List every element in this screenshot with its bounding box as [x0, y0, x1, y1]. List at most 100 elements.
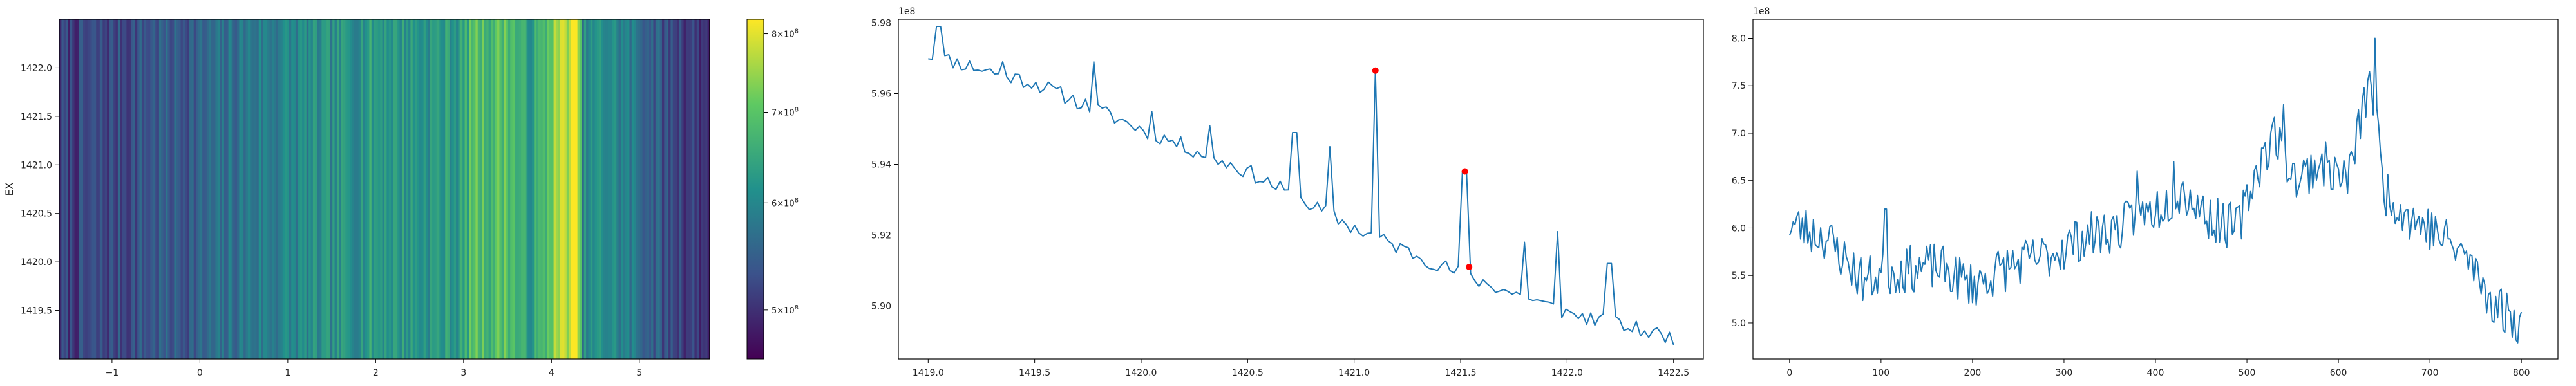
x-tick-label: 2 — [373, 368, 379, 378]
heatmap-cell — [356, 19, 359, 359]
heatmap-cell — [104, 19, 108, 359]
heatmap-cell — [518, 19, 522, 359]
y-tick-label: 1420.5 — [21, 209, 52, 219]
heatmap-cell — [506, 19, 509, 359]
heatmap-cell — [228, 19, 231, 359]
heatmap-cell — [319, 19, 322, 359]
heatmap-cell — [61, 19, 64, 359]
heatmap-cell — [696, 19, 699, 359]
heatmap-cell — [545, 19, 548, 359]
y-tick-label: 7.5 — [1732, 81, 1746, 91]
heatmap-cell — [278, 19, 281, 359]
heatmap-cell — [542, 19, 545, 359]
heatmap-cell — [391, 19, 394, 359]
heatmap-cell — [612, 19, 615, 359]
heatmap-cell — [445, 19, 448, 359]
heatmap-cell — [74, 19, 77, 359]
heatmap-cell — [223, 19, 227, 359]
line2-y-ticks: 5.0 5.5 6.0 6.5 7.0 7.5 8.0 — [1732, 33, 1753, 329]
heatmap-cell — [167, 19, 171, 359]
line1-markers — [1372, 67, 1473, 270]
heatmap-cell — [586, 19, 589, 359]
heatmap-cell — [226, 19, 229, 359]
heatmap-cell — [627, 19, 630, 359]
heatmap-cell — [291, 19, 294, 359]
line2-frame — [1752, 19, 2559, 360]
heatmap-cell — [653, 19, 656, 359]
heatmap-cell — [486, 19, 489, 359]
heatmap-cell — [100, 19, 103, 359]
heatmap-cell — [269, 19, 272, 359]
heatmap-cell — [352, 19, 355, 359]
x-tick-label: 100 — [1872, 368, 1889, 378]
heatmap-cell — [252, 19, 255, 359]
heatmap-cell — [634, 19, 637, 359]
heatmap-columns — [59, 19, 710, 359]
heatmap-cell — [187, 19, 190, 359]
heatmap-cell — [421, 19, 424, 359]
heatmap-cell — [282, 19, 285, 359]
heatmap-cell — [237, 19, 240, 359]
heatmap-cell — [640, 19, 643, 359]
heatmap-cell — [158, 19, 162, 359]
heatmap-cell — [464, 19, 468, 359]
x-tick-label: 300 — [2056, 368, 2073, 378]
line1-x-ticks: 1419.0 1419.5 1420.0 1420.5 1421.0 1421.5 1422… — [913, 359, 1689, 378]
line2-x-ticks: 0 100 200 300 400 500 600 700 800 — [1786, 359, 2530, 378]
heatmap-cell — [664, 19, 667, 359]
heatmap-cell — [191, 19, 194, 359]
heatmap-cell — [631, 19, 634, 359]
y-tick-label: 5.90 — [871, 302, 891, 312]
heatmap-cell — [558, 19, 561, 359]
heatmap-cell — [614, 19, 617, 359]
heatmap-cell — [534, 19, 537, 359]
heatmap-cell — [241, 19, 244, 359]
heatmap-cell — [128, 19, 131, 359]
heatmap-cell — [115, 19, 118, 359]
heatmap-x-ticks: −1 0 1 2 3 4 5 — [106, 359, 642, 378]
heatmap-cell — [690, 19, 693, 359]
heatmap-cell — [196, 19, 199, 359]
heatmap-cell — [666, 19, 669, 359]
heatmap-cell — [625, 19, 628, 359]
heatmap-cell — [155, 19, 158, 359]
heatmap-cell — [547, 19, 550, 359]
heatmap-cell — [285, 19, 288, 359]
heatmap-cell — [258, 19, 261, 359]
heatmap-cell — [330, 19, 333, 359]
heatmap-cell — [536, 19, 539, 359]
highlight-marker — [1372, 67, 1379, 74]
heatmap-cell — [592, 19, 596, 359]
heatmap-cell — [304, 19, 307, 359]
heatmap-cell — [679, 19, 682, 359]
y-tick-label: 1420.0 — [21, 257, 52, 268]
heatmap-cell — [200, 19, 203, 359]
heatmap-cell — [176, 19, 179, 359]
heatmap-cell — [620, 19, 623, 359]
heatmap-cell — [213, 19, 216, 359]
heatmap-cell — [299, 19, 303, 359]
heatmap-cell — [102, 19, 106, 359]
heatmap-cell — [670, 19, 674, 359]
heatmap-cell — [629, 19, 632, 359]
heatmap-cell — [488, 19, 491, 359]
heatmap-cell — [645, 19, 647, 359]
heatmap-cell — [401, 19, 404, 359]
heatmap-cell — [386, 19, 390, 359]
heatmap-cell — [516, 19, 520, 359]
highlight-marker — [1466, 264, 1473, 270]
heatmap-cell — [96, 19, 99, 359]
heatmap-cell — [98, 19, 101, 359]
heatmap-cell — [172, 19, 175, 359]
heatmap-cell — [588, 19, 591, 359]
colorbar-tick-label: 5×108 — [772, 304, 799, 316]
heatmap-cell — [549, 19, 552, 359]
heatmap-cell — [575, 19, 578, 359]
heatmap-cell — [156, 19, 160, 359]
heatmap-cell — [417, 19, 420, 359]
heatmap-cell — [705, 19, 708, 359]
y-tick-label: 1419.5 — [21, 306, 52, 317]
heatmap-cell — [647, 19, 650, 359]
heatmap-cell — [247, 19, 251, 359]
